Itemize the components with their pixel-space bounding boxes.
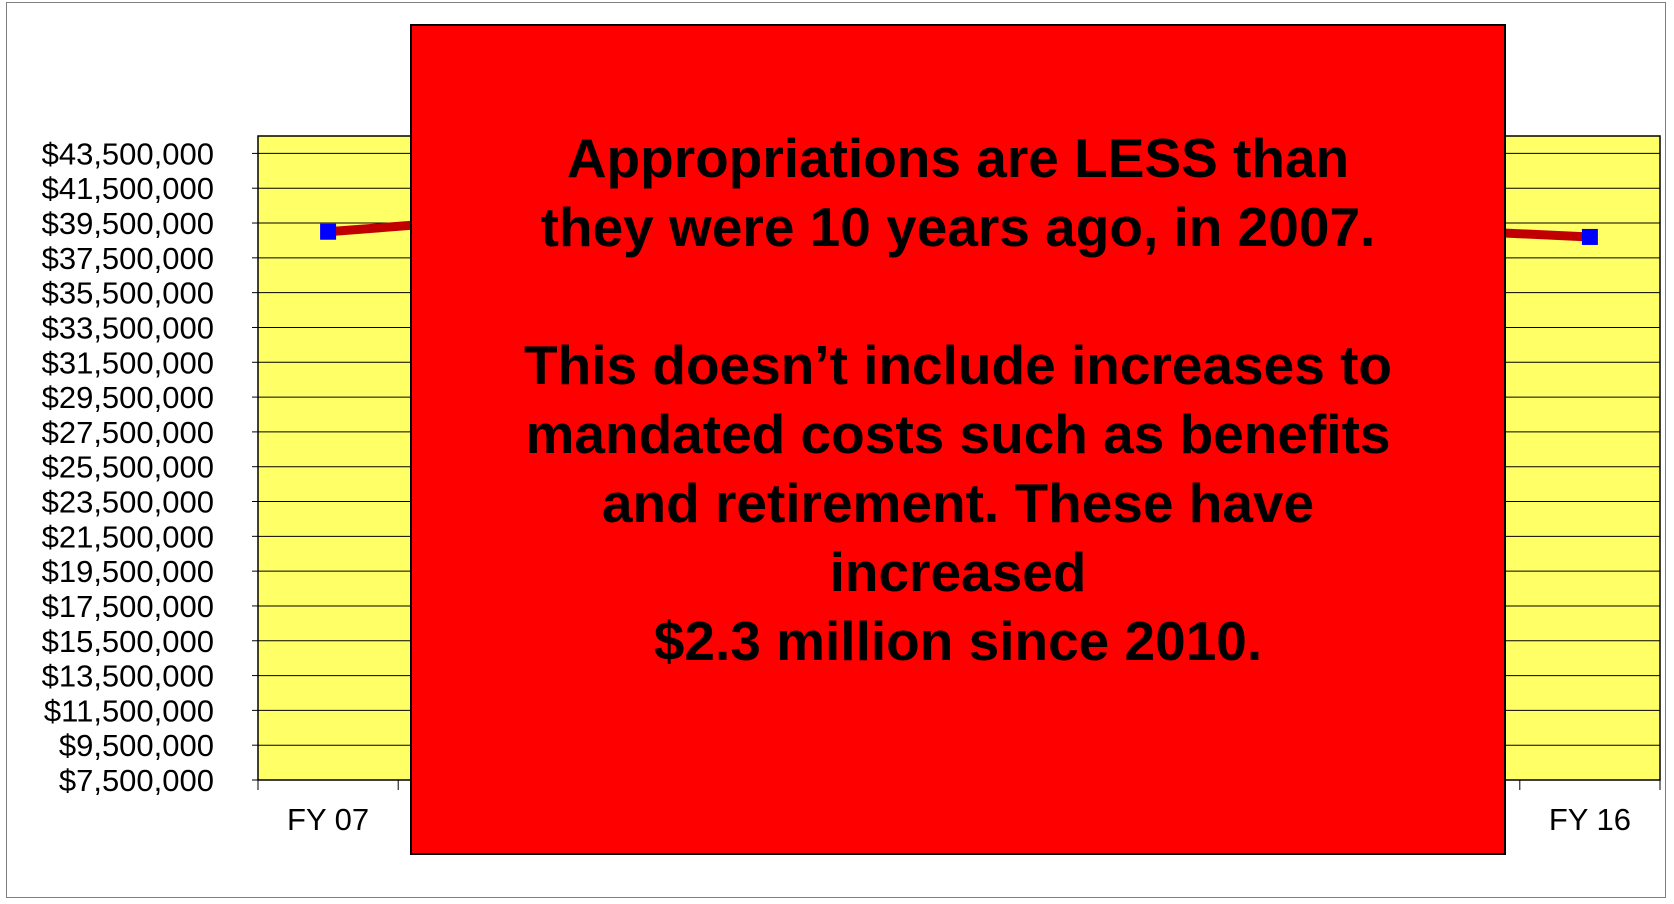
callout-box: Appropriations are LESS than they were 1… — [410, 24, 1506, 855]
callout-paragraph-1: Appropriations are LESS than they were 1… — [541, 124, 1376, 262]
callout-line: mandated costs such as benefits — [525, 403, 1391, 465]
y-tick-label: $29,500,000 — [42, 380, 214, 415]
y-tick-label: $15,500,000 — [42, 624, 214, 659]
callout-line: they were 10 years ago, in 2007. — [540, 196, 1376, 258]
data-point-marker — [1581, 228, 1598, 245]
x-tick-label: FY 07 — [287, 802, 369, 837]
callout-line: $2.3 million since 2010. — [653, 610, 1263, 672]
y-tick-label: $17,500,000 — [42, 589, 214, 624]
callout-line: This doesn’t include increases to — [524, 334, 1392, 396]
callout-line: Appropriations are LESS than — [566, 127, 1350, 189]
x-axis: FY 07 FY 16 — [257, 780, 1661, 837]
y-tick-label: $9,500,000 — [59, 728, 214, 763]
y-tick-label: $19,500,000 — [42, 554, 214, 589]
y-tick-label: $27,500,000 — [42, 415, 214, 450]
callout-line: increased — [829, 541, 1087, 603]
y-tick-label: $35,500,000 — [42, 276, 214, 311]
y-tick-label: $23,500,000 — [42, 485, 214, 520]
y-tick-label: $41,500,000 — [42, 171, 214, 206]
y-tick-label: $11,500,000 — [44, 693, 214, 728]
callout-line: and retirement. These have — [601, 472, 1315, 534]
callout-paragraph-2: This doesn’t include increases to mandat… — [524, 331, 1392, 676]
y-tick-label: $13,500,000 — [42, 659, 214, 694]
x-tick-label: FY 16 — [1549, 802, 1631, 837]
y-tick-label: $43,500,000 — [42, 136, 214, 171]
y-tick-label: $7,500,000 — [59, 763, 214, 798]
y-tick-label: $39,500,000 — [42, 206, 214, 241]
y-tick-label: $37,500,000 — [42, 241, 214, 276]
y-tick-label: $21,500,000 — [42, 519, 214, 554]
y-tick-label: $31,500,000 — [42, 345, 214, 380]
y-tick-label: $33,500,000 — [42, 310, 214, 345]
data-point-marker — [320, 223, 337, 240]
y-tick-label: $25,500,000 — [42, 450, 214, 485]
y-axis: $43,500,000$41,500,000$39,500,000$37,500… — [42, 136, 258, 798]
